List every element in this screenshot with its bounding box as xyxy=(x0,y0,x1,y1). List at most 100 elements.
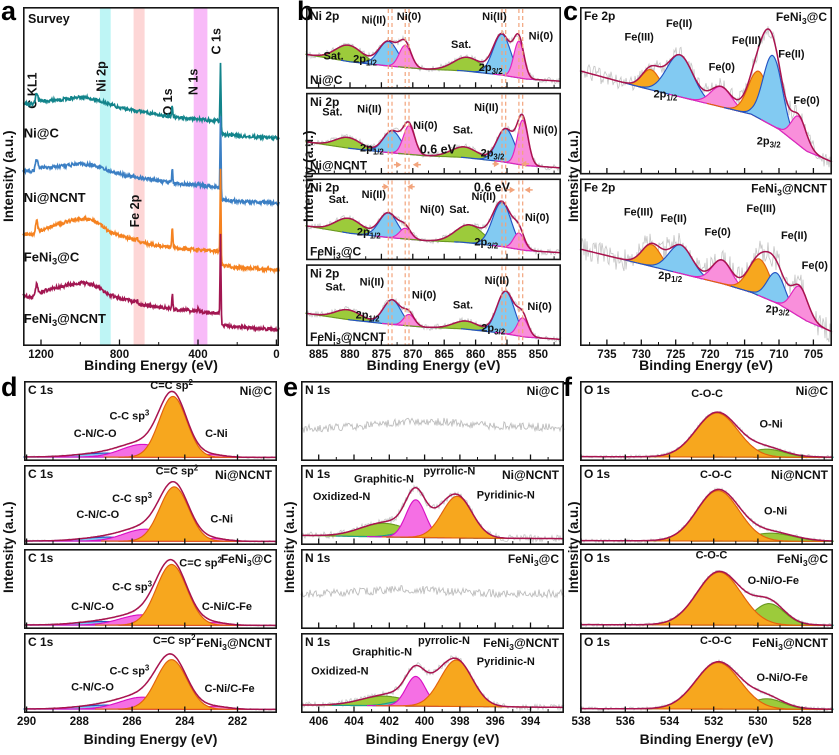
svg-text:C 1s: C 1s xyxy=(28,383,54,397)
svg-text:C=C sp2: C=C sp2 xyxy=(150,378,193,392)
svg-text:C 1s: C 1s xyxy=(210,28,224,54)
svg-text:N 1s: N 1s xyxy=(187,69,201,95)
svg-text:396: 396 xyxy=(486,716,505,728)
svg-text:Sat.: Sat. xyxy=(325,282,345,294)
x-axis-label-c: Binding Energy (eV) xyxy=(639,357,773,373)
plot-svg-f: C-O-C O-Ni O 1s Ni@C C-O-C O-Ni O 1s Ni@NCNT C-O… xyxy=(572,381,834,728)
svg-text:800: 800 xyxy=(110,349,129,361)
svg-text:Ni(II): Ni(II) xyxy=(485,275,510,287)
panel-letter-b: b xyxy=(297,0,314,26)
svg-text:0.6 eV: 0.6 eV xyxy=(474,181,511,195)
svg-text:FeNi3@NCNT: FeNi3@NCNT xyxy=(483,636,560,652)
svg-text:C-O-C: C-O-C xyxy=(696,550,728,562)
svg-text:Fe(III): Fe(III) xyxy=(624,206,654,218)
survey-spectra-plot: C KL1 Ni 2p Fe 2p O 1s N 1s C 1s Ni@C Ni@NCNT Fe… xyxy=(22,7,280,361)
svg-text:C 1s: C 1s xyxy=(28,467,54,481)
svg-text:860: 860 xyxy=(466,349,485,361)
svg-text:284: 284 xyxy=(175,716,195,728)
svg-text:N 1s: N 1s xyxy=(305,383,331,397)
svg-text:Sat.: Sat. xyxy=(322,107,342,119)
y-axis-label-d: Intensity (a.u.) xyxy=(1,501,16,593)
svg-text:Ni@NCNT: Ni@NCNT xyxy=(24,190,86,205)
svg-text:C=C sp2: C=C sp2 xyxy=(156,464,199,478)
svg-text:C-N/C-O: C-N/C-O xyxy=(76,509,119,521)
svg-text:400: 400 xyxy=(188,349,207,361)
svg-text:Fe(0): Fe(0) xyxy=(705,226,732,238)
svg-text:Sat.: Sat. xyxy=(453,299,473,311)
svg-text:2p3/2: 2p3/2 xyxy=(757,135,781,149)
svg-text:2p1/2: 2p1/2 xyxy=(357,227,381,241)
svg-text:C-C sp3: C-C sp3 xyxy=(109,408,149,422)
svg-text:Fe(III): Fe(III) xyxy=(625,32,655,44)
svg-text:FeNi3@NCNT: FeNi3@NCNT xyxy=(24,311,106,328)
svg-text:O 1s: O 1s xyxy=(584,467,610,481)
svg-text:2p3/2: 2p3/2 xyxy=(481,148,505,162)
svg-text:406: 406 xyxy=(309,716,328,728)
svg-text:2p3/2: 2p3/2 xyxy=(481,322,505,336)
svg-text:Fe 2p: Fe 2p xyxy=(128,194,142,227)
svg-text:pyrrolic-N: pyrrolic-N xyxy=(423,466,475,478)
svg-text:2p3/2: 2p3/2 xyxy=(479,62,503,76)
svg-text:Oxidized-N: Oxidized-N xyxy=(313,491,371,503)
n1s-spectra-plot: N 1s Ni@C Oxidized-N Graphitic-N pyrrolic-N P… xyxy=(300,381,565,728)
svg-text:2p1/2: 2p1/2 xyxy=(658,270,682,284)
x-axis-label-f: Binding Energy (eV) xyxy=(639,731,774,747)
svg-text:528: 528 xyxy=(793,716,813,728)
svg-text:Graphitic-N: Graphitic-N xyxy=(354,474,414,486)
svg-text:O-Ni/O-Fe: O-Ni/O-Fe xyxy=(757,672,808,684)
svg-text:FeNi3@C: FeNi3@C xyxy=(776,10,828,26)
svg-text:710: 710 xyxy=(769,349,788,361)
svg-text:FeNi3@NCNT: FeNi3@NCNT xyxy=(751,182,828,198)
svg-text:Survey: Survey xyxy=(28,12,70,26)
svg-text:Ni@NCNT: Ni@NCNT xyxy=(215,468,273,482)
x-axis-label-a: Binding Energy (eV) xyxy=(84,357,218,373)
svg-text:C-O-C: C-O-C xyxy=(700,469,732,481)
svg-text:C-O-C: C-O-C xyxy=(691,388,723,400)
svg-text:Ni(0): Ni(0) xyxy=(533,125,558,137)
svg-text:885: 885 xyxy=(309,349,329,361)
svg-text:870: 870 xyxy=(403,349,422,361)
x-axis-label-d: Binding Energy (eV) xyxy=(83,731,218,747)
svg-text:Fe(III): Fe(III) xyxy=(746,203,776,215)
svg-text:N 1s: N 1s xyxy=(305,635,331,649)
svg-text:850: 850 xyxy=(529,349,548,361)
svg-text:Ni(II): Ni(II) xyxy=(471,191,496,203)
svg-text:C-Ni/C-Fe: C-Ni/C-Fe xyxy=(202,601,252,613)
svg-text:2p1/2: 2p1/2 xyxy=(353,54,377,68)
svg-text:Fe(II): Fe(II) xyxy=(666,18,693,30)
panel-letter-f: f xyxy=(563,372,572,402)
svg-text:Fe(0): Fe(0) xyxy=(793,95,820,107)
svg-text:Fe 2p: Fe 2p xyxy=(584,9,615,23)
svg-text:FeNi3@NCNT: FeNi3@NCNT xyxy=(196,636,273,652)
y-axis-label-a: Intensity (a.u.) xyxy=(1,130,16,223)
svg-text:282: 282 xyxy=(228,716,247,728)
svg-text:Sat.: Sat. xyxy=(324,50,344,62)
svg-text:O 1s: O 1s xyxy=(584,635,610,649)
svg-text:2p1/2: 2p1/2 xyxy=(360,143,384,157)
svg-text:Fe(0): Fe(0) xyxy=(709,62,736,74)
svg-text:Ni 2p: Ni 2p xyxy=(310,266,339,280)
svg-text:394: 394 xyxy=(521,716,541,728)
svg-text:Graphitic-N: Graphitic-N xyxy=(352,646,412,658)
svg-text:Pyridinic-N: Pyridinic-N xyxy=(477,656,535,668)
svg-text:Ni(II): Ni(II) xyxy=(474,102,499,114)
svg-text:C 1s: C 1s xyxy=(28,635,54,649)
svg-text:Ni(0): Ni(0) xyxy=(397,11,422,23)
svg-text:FeNi3@NCNT: FeNi3@NCNT xyxy=(310,330,387,346)
svg-text:Ni@C: Ni@C xyxy=(24,126,60,141)
svg-text:FeNi3@NCNT: FeNi3@NCNT xyxy=(752,636,829,652)
svg-text:532: 532 xyxy=(704,716,723,728)
svg-text:880: 880 xyxy=(340,349,359,361)
svg-text:C-O-C: C-O-C xyxy=(700,635,732,647)
svg-text:C-N/C-O: C-N/C-O xyxy=(74,428,117,440)
svg-text:720: 720 xyxy=(701,349,720,361)
svg-text:402: 402 xyxy=(380,716,399,728)
svg-text:Fe(II): Fe(II) xyxy=(781,230,808,242)
svg-text:Ni@C: Ni@C xyxy=(310,73,343,87)
svg-text:Ni@C: Ni@C xyxy=(240,384,273,398)
svg-text:Sat.: Sat. xyxy=(451,39,471,51)
svg-text:Ni 2p: Ni 2p xyxy=(94,61,108,92)
plot-svg-b: Sat. 2p1/2 Ni(II) Ni(0) Sat. 2p3/2 Ni(II) Ni(0)… xyxy=(305,7,562,361)
svg-text:FeNi3@C: FeNi3@C xyxy=(508,552,560,568)
